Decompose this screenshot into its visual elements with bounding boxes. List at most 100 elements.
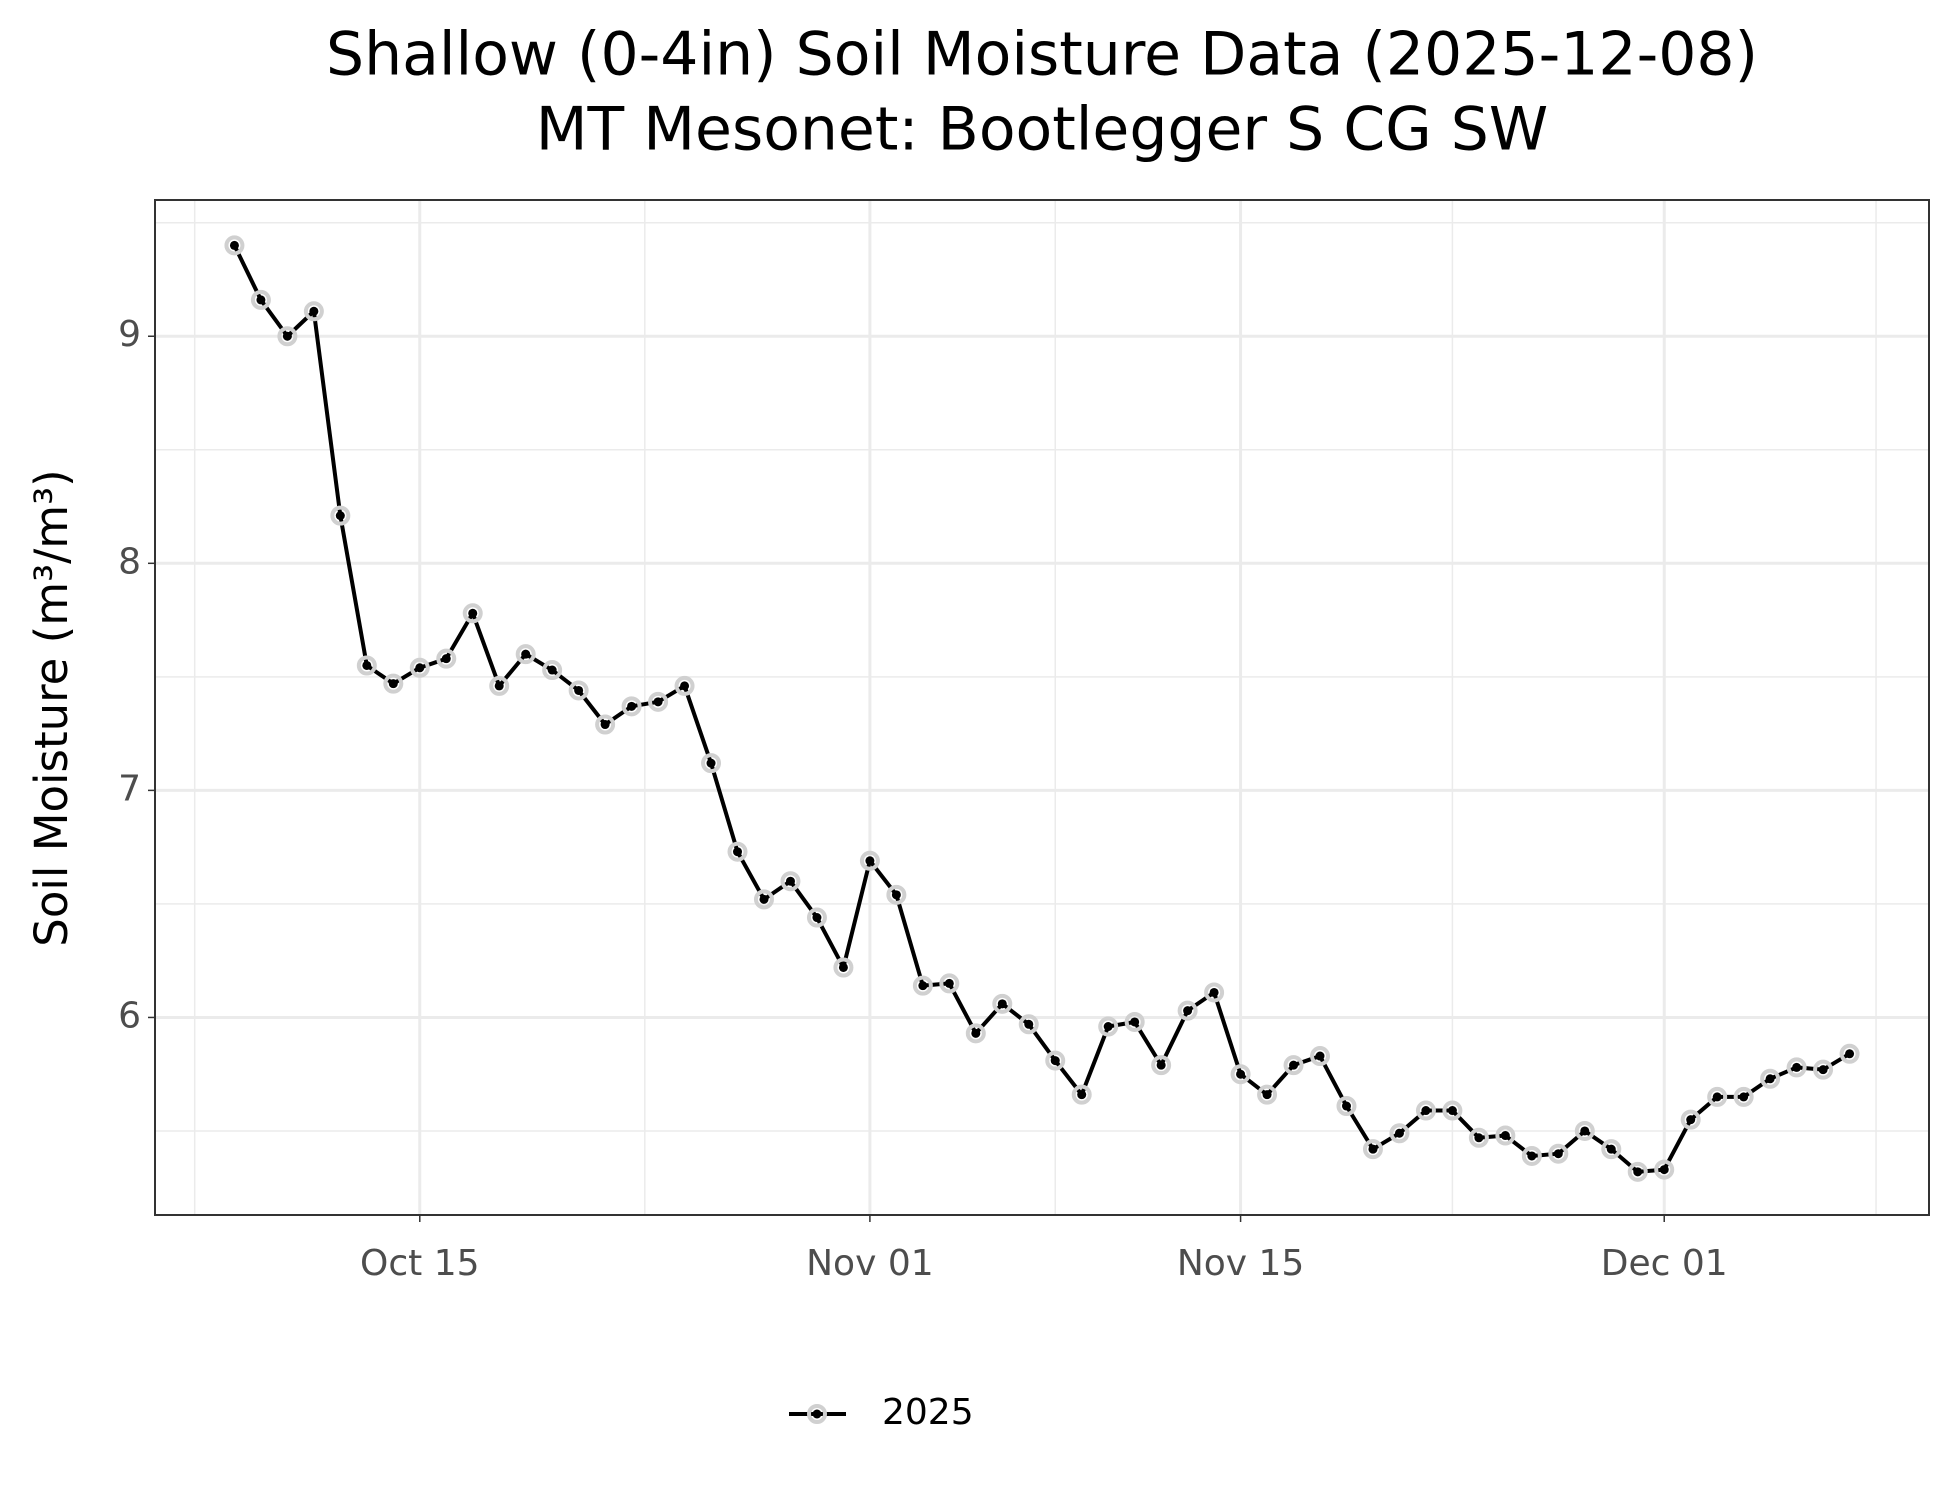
point-halo xyxy=(1839,1043,1860,1064)
point xyxy=(733,847,743,857)
point-halo xyxy=(1257,1084,1278,1105)
point-halo xyxy=(250,289,271,310)
point xyxy=(759,894,769,904)
point xyxy=(309,306,319,316)
point-halo xyxy=(621,696,642,717)
point-halo xyxy=(912,975,933,996)
point xyxy=(812,913,822,923)
point-halo xyxy=(1362,1139,1383,1160)
legend-halo xyxy=(807,1404,827,1424)
point-halo xyxy=(462,603,483,624)
point xyxy=(1845,1049,1855,1059)
y-axis-label: Soil Moisture (m³/m³) xyxy=(25,469,78,946)
point xyxy=(1553,1149,1563,1159)
point xyxy=(971,1028,981,1038)
point-halo xyxy=(939,973,960,994)
point-halo xyxy=(648,691,669,712)
point-halo xyxy=(383,673,404,694)
y-tick-label: 6 xyxy=(118,995,141,1036)
point xyxy=(1050,1056,1060,1066)
point-halo xyxy=(1442,1100,1463,1121)
point xyxy=(1130,1017,1140,1027)
point-halo xyxy=(1124,1011,1145,1032)
point-halo xyxy=(859,850,880,871)
point-halo xyxy=(356,655,377,676)
point xyxy=(1818,1065,1828,1075)
point xyxy=(944,978,954,988)
legend-point xyxy=(812,1409,822,1419)
point xyxy=(1659,1165,1669,1175)
point xyxy=(1368,1144,1378,1154)
point xyxy=(1686,1115,1696,1125)
point-halo xyxy=(1707,1086,1728,1107)
point xyxy=(1421,1106,1431,1116)
point-halo xyxy=(965,1023,986,1044)
point-halo xyxy=(1627,1161,1648,1182)
plot-border xyxy=(154,199,1930,1216)
point-halo xyxy=(1733,1086,1754,1107)
point-halo xyxy=(753,889,774,910)
point-halo xyxy=(1389,1123,1410,1144)
point-halo xyxy=(1310,1046,1331,1067)
point-halo xyxy=(1760,1068,1781,1089)
point xyxy=(1500,1131,1510,1141)
point xyxy=(1712,1092,1722,1102)
point-halo xyxy=(992,993,1013,1014)
point xyxy=(1262,1090,1272,1100)
point xyxy=(1447,1106,1457,1116)
point xyxy=(785,876,795,886)
point xyxy=(282,331,292,341)
legend-label: 2025 xyxy=(882,1392,974,1433)
point xyxy=(1103,1022,1113,1032)
point-halo xyxy=(833,957,854,978)
point xyxy=(680,681,690,691)
point-halo xyxy=(303,301,324,322)
point-halo xyxy=(515,644,536,665)
point-halo xyxy=(409,657,430,678)
point xyxy=(653,697,663,707)
point xyxy=(1633,1167,1643,1177)
point xyxy=(1580,1126,1590,1136)
point xyxy=(494,681,504,691)
point-halo xyxy=(1230,1064,1251,1085)
point xyxy=(1792,1062,1802,1072)
point-halo xyxy=(1574,1120,1595,1141)
point xyxy=(600,720,610,730)
point-halo xyxy=(1177,1000,1198,1021)
point-halo xyxy=(568,680,589,701)
point xyxy=(1315,1051,1325,1061)
point-halo xyxy=(1204,982,1225,1003)
x-tick-label: Nov 01 xyxy=(806,1243,934,1284)
point xyxy=(1474,1133,1484,1143)
point xyxy=(706,758,716,768)
y-tick-label: 7 xyxy=(118,768,141,809)
point xyxy=(441,654,451,664)
point-halo xyxy=(489,675,510,696)
point xyxy=(891,890,901,900)
point xyxy=(256,295,266,305)
point-halo xyxy=(1680,1109,1701,1130)
point-halo xyxy=(1336,1096,1357,1117)
point-halo xyxy=(1071,1084,1092,1105)
point xyxy=(388,679,398,689)
point-halo xyxy=(330,505,351,526)
point-halo xyxy=(674,675,695,696)
point-halo xyxy=(542,660,563,681)
point-halo xyxy=(1786,1057,1807,1078)
y-tick-label: 9 xyxy=(118,314,141,355)
point xyxy=(574,685,584,695)
point xyxy=(1394,1128,1404,1138)
point-halo xyxy=(1813,1059,1834,1080)
point-halo xyxy=(1521,1145,1542,1166)
point-halo xyxy=(1283,1055,1304,1076)
plot-panel xyxy=(155,200,1929,1215)
point-halo xyxy=(780,871,801,892)
point xyxy=(1183,1006,1193,1016)
point-halo xyxy=(886,884,907,905)
point xyxy=(521,649,531,659)
x-tick-label: Nov 15 xyxy=(1177,1243,1305,1284)
point xyxy=(1341,1101,1351,1111)
point-halo xyxy=(1548,1143,1569,1164)
point xyxy=(918,981,928,991)
